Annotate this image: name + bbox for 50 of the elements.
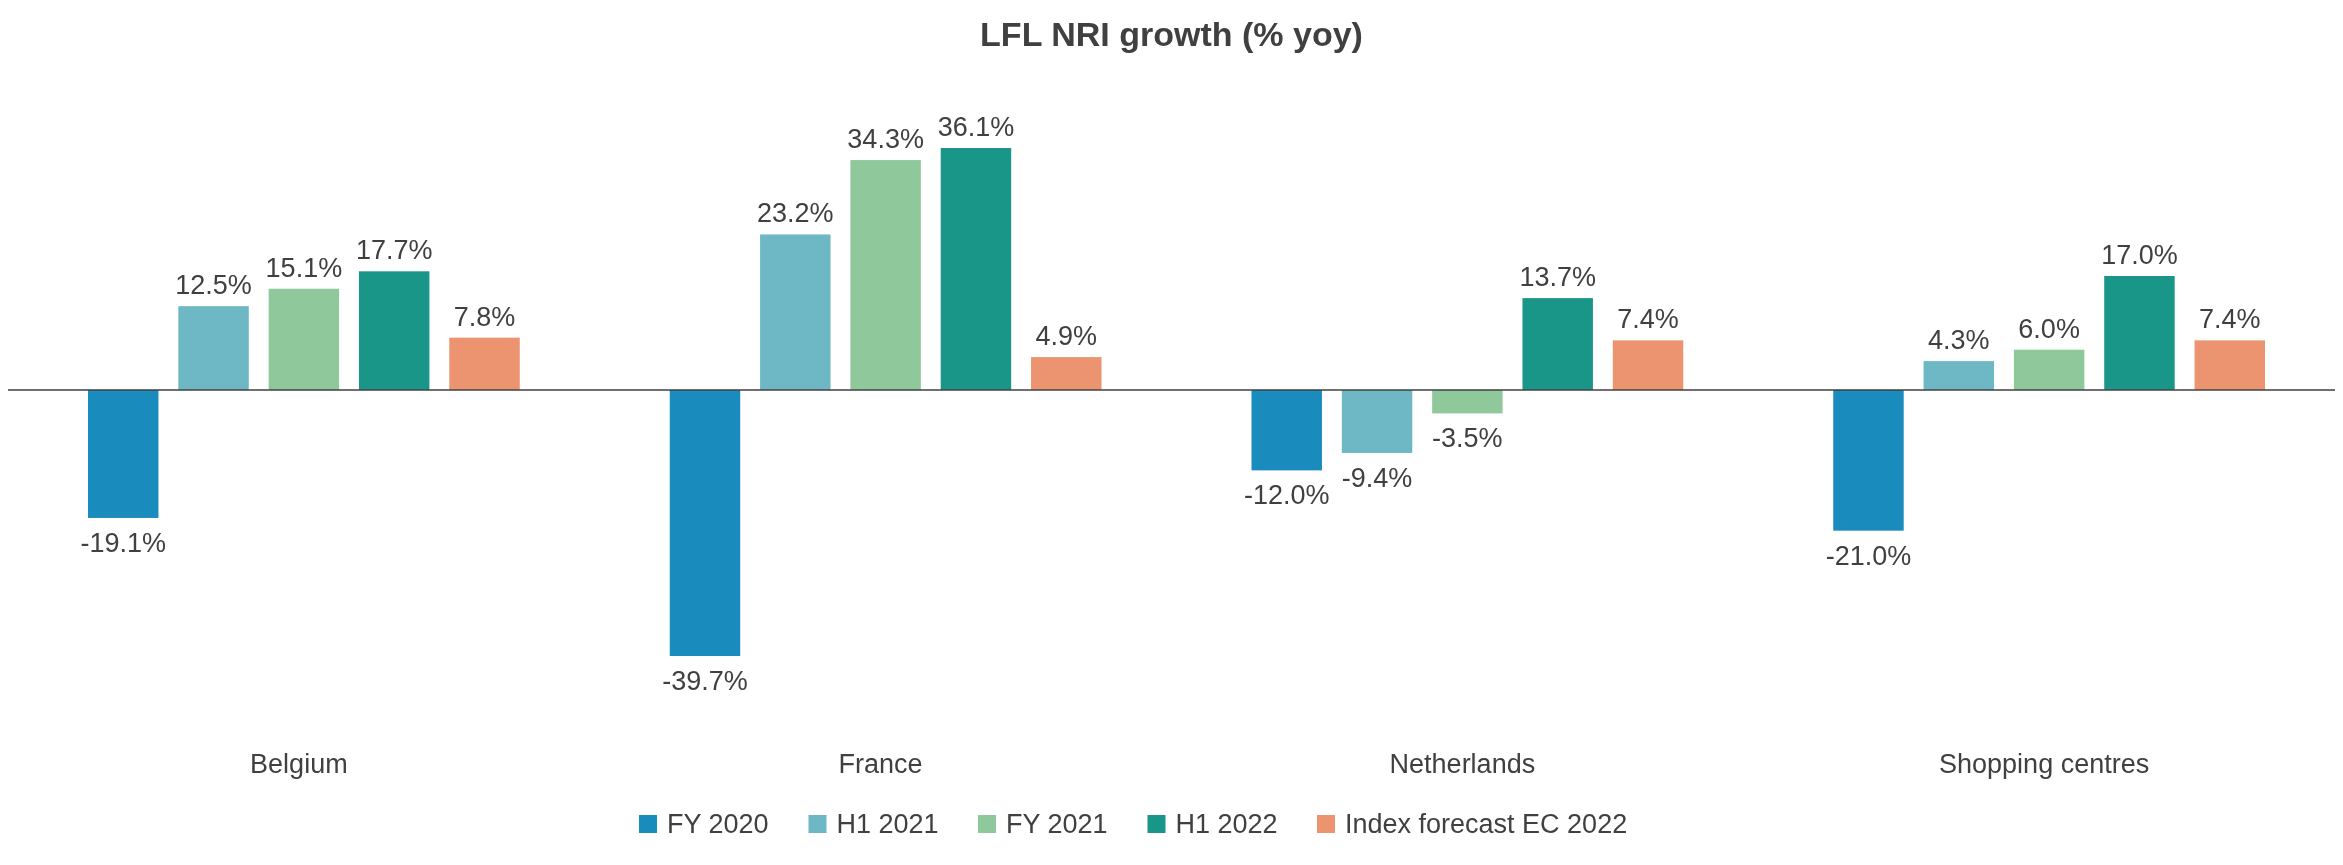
data-label: -21.0% [1825,540,1912,571]
bar [2013,349,2085,390]
bar [1923,361,1995,390]
data-label: 23.2% [757,198,834,229]
bar [178,306,249,390]
legend-label: FY 2021 [1006,809,1108,839]
data-label: 34.3% [847,124,924,155]
legend-label: H1 2022 [1175,809,1278,839]
x-tick-label: Shopping centres [1939,749,2150,779]
legend-label: Index forecast EC 2022 [1345,809,1628,839]
data-label: 36.1% [937,112,1015,142]
data-label: 17.7% [355,235,433,266]
data-label: 4.9% [1035,321,1098,352]
bar [268,288,340,390]
bar [2194,340,2265,390]
data-label: -12.0% [1243,480,1330,511]
bar [449,337,520,390]
bar [358,271,430,390]
data-label: -3.5% [1432,423,1503,454]
bar [1031,357,1102,390]
data-label: 6.0% [2018,313,2080,344]
bar [1251,389,1322,471]
data-label: 17.0% [2101,240,2178,271]
bar [2104,276,2175,390]
x-tick-label: Netherlands [1389,749,1536,779]
data-label: 7.4% [1617,304,1679,335]
bar [940,148,1012,390]
data-label: 13.7% [1519,262,1596,293]
bar [1833,389,1904,531]
data-label: -19.1% [80,527,167,558]
data-label: 7.4% [2199,304,2261,335]
bar [1341,389,1413,453]
bar [669,389,741,656]
data-label: -9.4% [1341,462,1413,493]
bar [760,234,831,390]
bar [88,389,159,518]
x-tick-label: France [838,749,923,779]
data-label: -39.7% [662,666,748,696]
data-label: 4.3% [1928,325,1990,356]
data-label: 12.5% [175,270,252,301]
data-label: 15.1% [265,252,343,283]
chart-title: LFL NRI growth (% yoy) [980,15,1363,53]
data-label: 7.8% [453,301,516,332]
legend-label: H1 2021 [836,809,939,839]
bar [1612,340,1684,390]
x-tick-label: Belgium [250,749,348,779]
bar [1432,389,1503,414]
legend-label: FY 2020 [667,809,769,839]
bar [1522,298,1593,390]
bar [850,160,921,390]
